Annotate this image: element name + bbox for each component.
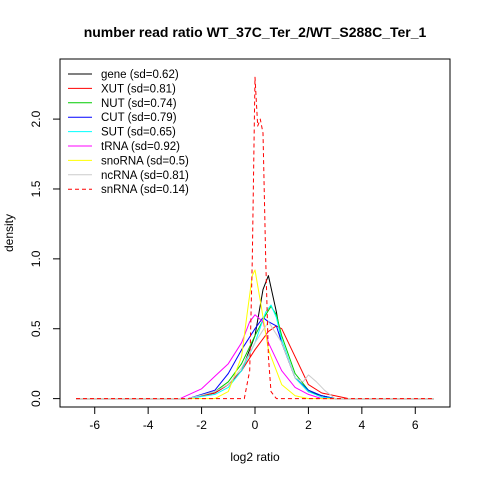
y-tick-label: 0.0 xyxy=(29,390,43,407)
y-tick-label: 2.0 xyxy=(29,110,43,127)
legend-entry: snRNA (sd=0.14) xyxy=(101,184,189,196)
series-line xyxy=(76,317,434,400)
series-lines xyxy=(76,76,434,400)
series-line xyxy=(76,275,434,400)
legend-entry: NUT (sd=0.74) xyxy=(101,98,177,110)
x-axis-label: log2 ratio xyxy=(230,450,280,464)
series-line xyxy=(76,304,434,400)
series-line xyxy=(76,305,434,400)
y-axis: 0.0 0.5 1.0 1.5 2.0 xyxy=(29,110,61,407)
x-tick-label: 0 xyxy=(252,418,259,432)
series-line xyxy=(76,269,434,400)
legend-entry: CUT (sd=0.79) xyxy=(101,112,177,124)
legend: gene (sd=0.62) XUT (sd=0.81) NUT (sd=0.74)… xyxy=(68,69,189,196)
legend-entry: gene (sd=0.62) xyxy=(101,69,179,81)
x-axis: -6 -4 -2 0 2 4 6 xyxy=(89,406,419,432)
series-line xyxy=(76,76,434,400)
legend-entry: snoRNA (sd=0.5) xyxy=(101,155,189,167)
legend-entry: XUT (sd=0.81) xyxy=(101,83,176,95)
x-tick-label: -2 xyxy=(196,418,207,432)
x-tick-label: 6 xyxy=(412,418,419,432)
plot-box xyxy=(59,58,451,408)
y-tick-label: 1.0 xyxy=(29,250,43,267)
y-axis-label: density xyxy=(2,214,16,252)
plot-area xyxy=(59,58,451,408)
legend-entry: tRNA (sd=0.92) xyxy=(101,141,180,153)
x-tick-label: -4 xyxy=(143,418,154,432)
y-tick-label: 1.5 xyxy=(29,180,43,197)
y-tick-label: 0.5 xyxy=(29,320,43,337)
legend-entry: SUT (sd=0.65) xyxy=(101,127,176,139)
x-tick-label: 4 xyxy=(359,418,366,432)
series-line xyxy=(76,321,434,400)
x-tick-label: -6 xyxy=(89,418,100,432)
series-line xyxy=(76,314,434,400)
x-tick-label: 2 xyxy=(305,418,312,432)
chart-title: number read ratio WT_37C_Ter_2/WT_S288C_… xyxy=(84,24,427,40)
legend-entry: ncRNA (sd=0.81) xyxy=(101,170,189,182)
